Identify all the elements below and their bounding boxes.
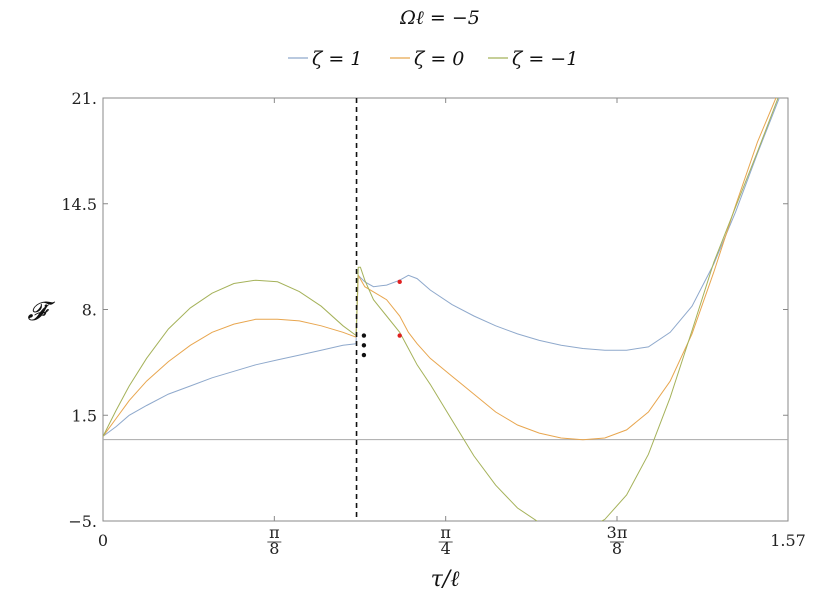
x-tick-label-1: π8 [267,523,282,558]
y-axis-label: 𝓕̇ [27,297,55,327]
series-line-1-seg-1 [357,98,777,441]
legend-label: ζ = 0 [414,48,464,70]
y-tick-label-3: 14.5 [61,195,97,214]
chart-title: Ωℓ = −5 [399,7,480,29]
legend-label: ζ = −1 [512,48,578,70]
series-line-1-seg-0 [103,318,357,437]
series-line-0-seg-0 [103,343,357,437]
x-tick-numerator: 3π [607,523,628,542]
x-tick-label-2: π4 [438,523,453,558]
point-marker-1 [361,343,367,348]
point-marker-4 [397,333,402,338]
x-tick-denominator: 8 [612,539,622,558]
x-tick-numerator: π [269,523,280,542]
plot-frame [102,97,789,522]
series-line-2-seg-0 [103,279,357,437]
point-marker-0 [361,352,367,358]
point-marker-3 [397,279,402,285]
x-tick-numerator: π [440,523,451,542]
legend-item-1: ζ = 0 [390,48,464,70]
x-tick-label-0: 0 [98,531,108,550]
y-tick-label-0: −5. [68,512,97,531]
x-tick-label-3: 3π8 [607,523,628,558]
legend-item-0: ζ = 1 [288,48,362,70]
legend-label: ζ = 1 [312,48,362,70]
x-tick-denominator: 8 [269,539,279,558]
x-tick-label-4: 1.57 [770,531,806,550]
legend: ζ = 1 ζ = 0 ζ = −1 [288,48,578,70]
series-line-0-seg-1 [357,98,781,351]
series-line-2-seg-1 [358,98,779,521]
legend-item-2: ζ = −1 [488,48,578,70]
x-tick-denominator: 4 [441,539,451,558]
x-axis-label: τ/ℓ [431,567,461,592]
point-marker-2 [361,333,367,338]
plot-clip-group [103,98,788,521]
plot-area [103,98,788,521]
y-tick-label-2: 8. [82,301,97,320]
y-tick-label-1: 1.5 [72,406,97,425]
y-tick-label-4: 21. [72,89,97,108]
